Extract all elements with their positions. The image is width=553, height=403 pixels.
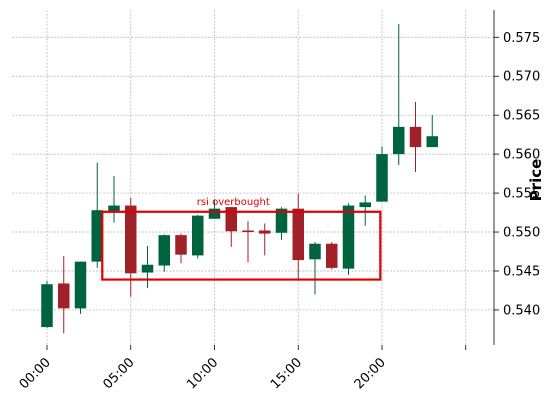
candle <box>409 101 422 173</box>
candle-body <box>175 235 187 255</box>
candle-body <box>158 235 170 266</box>
x-tick-label: 20:00 <box>352 355 389 392</box>
y-tick-label: 0.560 <box>503 148 540 163</box>
candle <box>393 24 405 166</box>
candle-body <box>58 283 70 309</box>
candle-body <box>192 215 204 256</box>
candle-body <box>141 264 154 273</box>
candle <box>41 281 53 328</box>
candle-body <box>74 261 87 309</box>
candle <box>108 175 120 223</box>
axes: 0.540 0.545 0.550 0.555 0.560 0.565 0.570 0.575… <box>17 10 540 392</box>
candle-body <box>225 207 237 232</box>
y-tick-label: 0.555 <box>503 187 540 202</box>
candles <box>41 24 438 334</box>
candle <box>91 162 103 268</box>
candle <box>426 115 438 148</box>
candle <box>158 234 170 272</box>
y-tick-label: 0.570 <box>503 70 540 85</box>
y-axis-label: Price <box>527 159 545 202</box>
candle-body <box>275 208 288 233</box>
candle <box>342 203 355 275</box>
candle <box>359 195 371 226</box>
candle-body <box>393 126 405 155</box>
annotation: rsi overbought <box>101 197 382 281</box>
annotation-label: rsi overbought <box>197 197 270 208</box>
candle <box>292 193 304 281</box>
annotation-box <box>101 210 382 281</box>
candle-body <box>342 205 355 269</box>
candle-body <box>242 230 254 233</box>
candle-body <box>309 243 321 260</box>
y-tick-label: 0.540 <box>503 303 540 318</box>
candle-body <box>91 210 103 262</box>
candle <box>326 242 338 270</box>
candle <box>58 256 70 334</box>
candle-body <box>376 154 388 202</box>
candle-body <box>259 230 271 234</box>
candle <box>208 199 221 219</box>
candle-body <box>359 202 371 208</box>
y-tick-label: 0.565 <box>503 109 540 124</box>
candle <box>376 146 388 202</box>
x-tick-label: 05:00 <box>100 355 137 392</box>
candle-body <box>426 136 438 148</box>
x-tick-label: 00:00 <box>17 355 54 392</box>
candle <box>225 207 237 247</box>
candle <box>141 246 154 289</box>
x-tick-label: 15:00 <box>268 355 305 392</box>
candle <box>192 214 204 259</box>
candle-body <box>326 243 338 268</box>
candle-body <box>409 126 422 148</box>
candle-body <box>125 205 137 274</box>
y-tick-label: 0.545 <box>503 264 540 279</box>
candle <box>242 221 254 263</box>
y-tick-label: 0.575 <box>503 31 540 46</box>
candle <box>74 261 87 314</box>
candle <box>259 223 271 256</box>
candle <box>175 233 187 264</box>
candle-body <box>208 208 221 219</box>
candle-body <box>41 284 53 328</box>
candle <box>309 242 321 295</box>
y-tick-label: 0.550 <box>503 226 540 241</box>
x-tick-label: 10:00 <box>184 355 221 392</box>
candle-body <box>292 208 304 261</box>
candle-body <box>108 205 120 211</box>
